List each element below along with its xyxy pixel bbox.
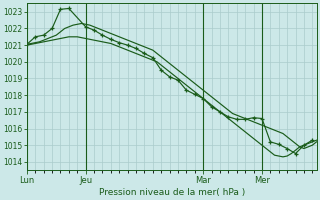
- X-axis label: Pression niveau de la mer( hPa ): Pression niveau de la mer( hPa ): [99, 188, 245, 197]
